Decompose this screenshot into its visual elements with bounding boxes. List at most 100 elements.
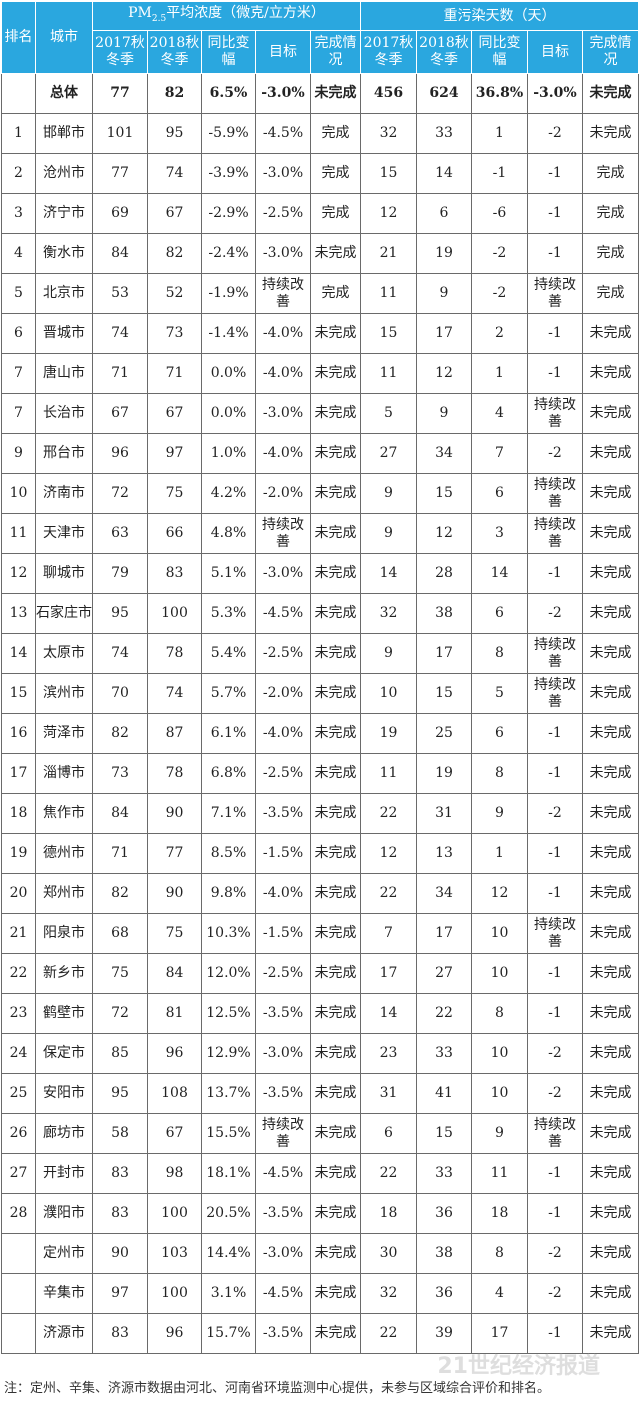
table-cell: -1 [527,153,583,194]
table-cell: 未完成 [310,553,361,594]
table-cell: 36 [416,1193,472,1234]
table-cell: 17 [471,1313,528,1354]
table-cell: -2.0% [255,673,311,714]
table-cell: -4.0% [255,353,311,394]
table-cell: 未完成 [310,833,361,874]
days-subheader-1: 2018秋冬季 [416,30,472,74]
table-cell: 未完成 [310,1033,361,1074]
table-cell: 未完成 [581,313,640,354]
table-cell: 77 [92,153,148,194]
table-cell: 23 [360,1033,417,1074]
table-cell: 未完成 [581,673,640,714]
table-cell: 32 [360,113,417,154]
table-cell: 18 [1,793,36,834]
table-row: 12 聊城市 79 83 5.1% -3.0% 未完成 14 28 14 -1 未完成 [1,553,640,594]
table-cell: -4.0% [255,713,311,754]
table-cell [1,1273,36,1314]
table-cell: 濮阳市 [35,1193,93,1234]
table-cell: 30 [360,1233,417,1274]
table-cell: -2.9% [201,193,256,234]
table-cell [1,1233,36,1274]
table-cell: 5 [1,273,36,314]
table-cell: -3.5% [255,1073,311,1114]
table-cell: 未完成 [581,873,640,914]
table-cell: -2 [527,1073,583,1114]
table-cell: 32 [360,1273,417,1314]
table-cell: 未完成 [581,593,640,634]
table-cell: -1.4% [201,313,256,354]
table-cell: 13 [1,593,36,634]
total-row: 总体 77 82 6.5% -3.0% 未完成 456 624 36.8% -3.0% 未完成 [1,73,640,114]
pm-subheader-2: 同比变幅 [201,30,256,74]
table-cell: 未完成 [310,73,361,114]
table-cell: 68 [92,913,148,954]
table-cell: -3.5% [255,1193,311,1234]
table-cell: 未完成 [581,513,640,554]
table-cell: 6 [471,473,528,514]
table-row: 2 沧州市 77 74 -3.9% -3.0% 完成 15 14 -1 -1 完成 [1,153,640,194]
table-cell: 淄博市 [35,753,93,794]
table-cell: 27 [416,953,472,994]
table-cell: 71 [92,833,148,874]
table-cell: 未完成 [310,1193,361,1234]
table-cell: 北京市 [35,273,93,314]
table-cell: 未完成 [581,833,640,874]
table-cell: 22 [1,953,36,994]
table-cell: -3.0% [255,1233,311,1274]
table-cell: 1.0% [201,433,256,474]
table-cell: 95 [92,593,148,634]
table-cell: 未完成 [581,753,640,794]
table-cell: 晋城市 [35,313,93,354]
table-cell: -3.5% [255,993,311,1034]
table-row: 6 晋城市 74 73 -1.4% -4.0% 未完成 15 17 2 -1 未完成 [1,313,640,354]
table-cell: 95 [92,1073,148,1114]
table-cell: 24 [1,1033,36,1074]
table-cell: 未完成 [581,353,640,394]
table-cell: 90 [147,873,202,914]
table-cell: 28 [1,1193,36,1234]
table-cell: 阳泉市 [35,913,93,954]
table-cell: -2.4% [201,233,256,274]
table-cell: 3 [1,193,36,234]
table-cell: 持续改善 [527,633,583,674]
table-cell: 未完成 [310,393,361,434]
table-cell: 19 [1,833,36,874]
table-cell: 83 [92,1313,148,1354]
table-cell: -3.5% [255,1313,311,1354]
table-cell: 108 [147,1073,202,1114]
table-cell: 持续改善 [527,913,583,954]
table-cell: 邯郸市 [35,113,93,154]
table-cell: 90 [147,793,202,834]
table-cell: 未完成 [310,633,361,674]
table-cell: 未完成 [310,1153,361,1194]
table-row: 26 廊坊市 58 67 15.5% 持续改善 未完成 6 15 9 持续改善 未完成 [1,1113,640,1154]
table-cell: 19 [360,713,417,754]
table-cell: 7 [360,913,417,954]
table-row: 辛集市 97 100 3.1% -4.5% 未完成 32 36 4 -2 未完成 [1,1273,640,1314]
table-cell: 未完成 [581,1113,640,1154]
table-cell: 52 [147,273,202,314]
table-cell: -3.0% [255,233,311,274]
table-cell: 1 [471,833,528,874]
table-cell: -4.0% [255,313,311,354]
table-cell: 71 [147,353,202,394]
table-cell: 22 [360,1313,417,1354]
table-cell: 完成 [581,193,640,234]
table-cell: 39 [416,1313,472,1354]
table-cell: 未完成 [581,393,640,434]
table-cell: 70 [92,673,148,714]
header-rank: 排名 [1,1,36,74]
table-cell: 34 [416,433,472,474]
table-cell: 15 [416,473,472,514]
table-cell: 6 [471,713,528,754]
table-cell: 6.1% [201,713,256,754]
table-cell: 34 [416,873,472,914]
table-cell: 9 [360,513,417,554]
table-cell: -1 [527,833,583,874]
table-cell: -3.0% [255,393,311,434]
table-cell: 5.3% [201,593,256,634]
table-cell: 3.1% [201,1273,256,1314]
table-cell: 保定市 [35,1033,93,1074]
table-cell: 10 [471,913,528,954]
table-cell: 95 [147,113,202,154]
